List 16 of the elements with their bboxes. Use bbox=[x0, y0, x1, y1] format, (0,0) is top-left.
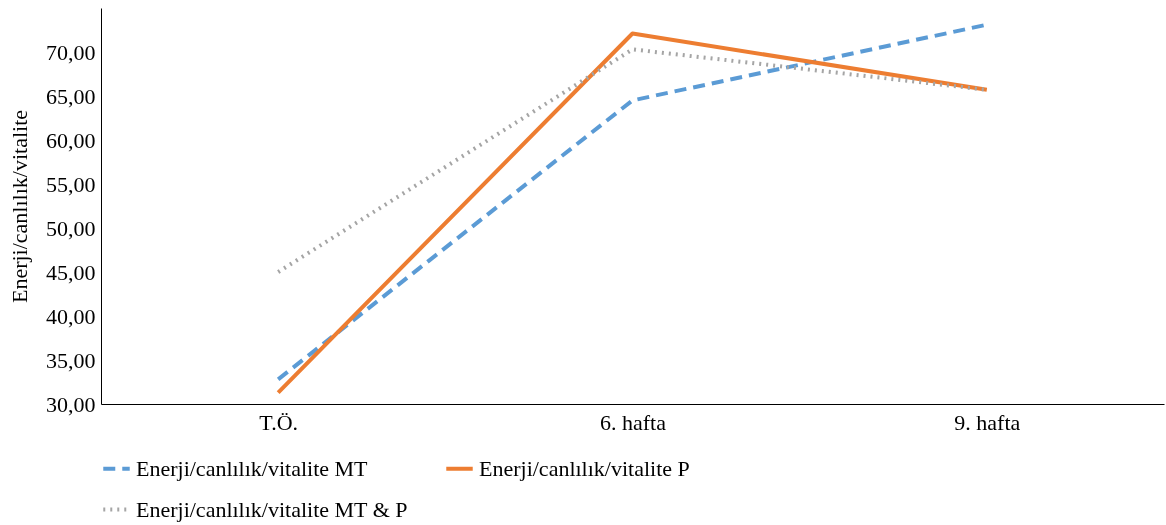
x-tick-label: 6. hafta bbox=[600, 409, 667, 435]
legend-label: Enerji/canlılık/vitalite P bbox=[479, 455, 690, 481]
y-tick-label: 30,00 bbox=[46, 391, 96, 417]
y-tick-label: 50,00 bbox=[46, 215, 96, 241]
legend-label: Enerji/canlılık/vitalite MT & P bbox=[136, 496, 408, 522]
y-tick-label: 55,00 bbox=[46, 171, 96, 197]
legend-label: Enerji/canlılık/vitalite MT bbox=[136, 455, 369, 481]
y-tick-label: 45,00 bbox=[46, 259, 96, 285]
y-tick-label: 60,00 bbox=[46, 127, 96, 153]
y-tick-label: 65,00 bbox=[46, 83, 96, 109]
y-tick-label: 35,00 bbox=[46, 347, 96, 373]
x-tick-label: 9. hafta bbox=[954, 409, 1021, 435]
y-tick-label: 70,00 bbox=[46, 39, 96, 65]
y-axis-title: Enerji/canlılık/vitalite bbox=[7, 109, 32, 304]
x-tick-label: T.Ö. bbox=[259, 409, 299, 435]
y-tick-label: 40,00 bbox=[46, 303, 96, 329]
